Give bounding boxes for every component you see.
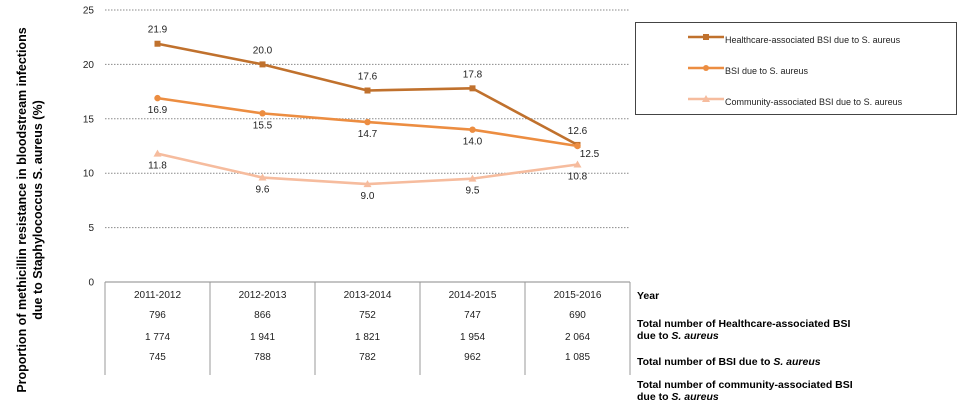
gridlines <box>105 9 630 229</box>
x-category-label: 2011-2012 <box>134 290 182 301</box>
row-label-bsi-italic: S. aureus <box>773 356 821 368</box>
data-label: 17.8 <box>463 69 483 80</box>
data-label: 9.6 <box>256 185 270 196</box>
legend: Healthcare-associated BSI due to S. aure… <box>635 22 957 115</box>
table-cell: 1 821 <box>355 332 380 343</box>
row-label-community-line2: due to <box>637 391 672 403</box>
data-point <box>154 40 161 47</box>
data-point <box>363 180 372 188</box>
table-cell: 2 064 <box>565 332 590 343</box>
row-label-healthcare-line2: due to <box>637 330 672 342</box>
data-label: 12.6 <box>568 126 588 137</box>
table-cell: 745 <box>149 352 166 363</box>
table-cell: 1 774 <box>145 332 170 343</box>
table-cell: 752 <box>359 310 376 321</box>
data-point <box>364 87 371 94</box>
row-label-community-line1: Total number of community-associated BSI <box>637 379 853 391</box>
x-category-label: 2015-2016 <box>554 290 602 301</box>
table-cell: 1 085 <box>565 352 590 363</box>
row-label-healthcare-line1: Total number of Healthcare-associated BS… <box>637 318 851 330</box>
data-point <box>259 110 266 117</box>
legend-swatch-healthcare <box>688 34 724 40</box>
y-tick-label: 0 <box>88 278 94 289</box>
legend-swatch-bsi <box>688 65 724 71</box>
data-point <box>259 61 266 68</box>
legend-swatch-community <box>688 95 724 102</box>
table-cell: 866 <box>254 310 271 321</box>
table-cell: 1 954 <box>460 332 485 343</box>
table-row-label-bsi: Total number of BSI due to S. aureus <box>637 356 821 368</box>
data-table: 2011-2012 2012-2013 2013-2014 2014-2015 2015… <box>104 281 631 375</box>
data-label: 9.0 <box>361 191 375 202</box>
y-axis-label-line2: due to Staphylococcus S. aureus (%) <box>31 100 45 320</box>
table-cell: 796 <box>149 310 166 321</box>
data-label: 20.0 <box>253 45 273 56</box>
data-label: 21.9 <box>148 25 168 36</box>
data-point <box>468 174 477 182</box>
data-label: 10.8 <box>568 171 588 182</box>
data-point <box>469 126 476 133</box>
y-axis: 0 5 10 15 20 25 <box>83 6 95 289</box>
series-lines <box>153 40 582 188</box>
row-label-community-italic: S. aureus <box>671 391 719 403</box>
table-cell: 747 <box>464 310 481 321</box>
data-point <box>153 149 162 157</box>
x-category-label: 2012-2013 <box>239 290 287 301</box>
table-cell: 788 <box>254 352 271 363</box>
data-point <box>154 94 161 102</box>
data-point <box>574 142 581 150</box>
table-row-label-community: Total number of community-associated BSI… <box>637 379 853 403</box>
data-point <box>573 160 582 168</box>
y-axis-label-line1: Proportion of methicillin resistance in … <box>15 27 29 392</box>
x-category-label: 2013-2014 <box>344 290 392 301</box>
table-cell: 690 <box>569 310 586 321</box>
data-label: 14.7 <box>358 129 378 140</box>
y-tick-label: 10 <box>83 169 95 180</box>
legend-label-bsi: BSI due to S. aureus <box>725 66 809 76</box>
data-point <box>364 118 371 126</box>
legend-label-healthcare: Healthcare-associated BSI due to S. aure… <box>725 35 901 45</box>
data-label: 14.0 <box>463 137 483 148</box>
legend-label-community: Community-associated BSI due to S. aureu… <box>725 97 903 107</box>
data-label: 15.5 <box>253 120 273 131</box>
data-label: 11.8 <box>148 161 167 172</box>
table-year-label: Year <box>637 290 660 302</box>
data-label: 16.9 <box>148 105 168 116</box>
x-category-label: 2014-2015 <box>449 290 497 301</box>
row-label-bsi-line1: Total number of BSI due to <box>637 356 774 368</box>
data-label: 9.5 <box>466 186 480 197</box>
table-row-label-healthcare: Total number of Healthcare-associated BS… <box>637 318 850 342</box>
y-tick-label: 25 <box>83 6 95 17</box>
y-tick-label: 20 <box>83 60 95 71</box>
data-label: 17.6 <box>358 72 378 83</box>
table-cell: 1 941 <box>250 332 275 343</box>
data-label: 12.5 <box>580 149 600 160</box>
table-cell: 782 <box>359 352 376 363</box>
data-point <box>469 85 476 92</box>
table-cell: 962 <box>464 352 481 363</box>
y-tick-label: 15 <box>83 114 95 125</box>
y-tick-label: 5 <box>88 223 94 234</box>
series-line <box>157 152 578 186</box>
data-point <box>258 173 267 181</box>
data-labels: 21.9 20.0 17.6 17.8 12.6 16.9 15.5 14.7 14.0 12.5… <box>148 25 600 202</box>
row-label-healthcare-italic: S. aureus <box>671 330 719 342</box>
